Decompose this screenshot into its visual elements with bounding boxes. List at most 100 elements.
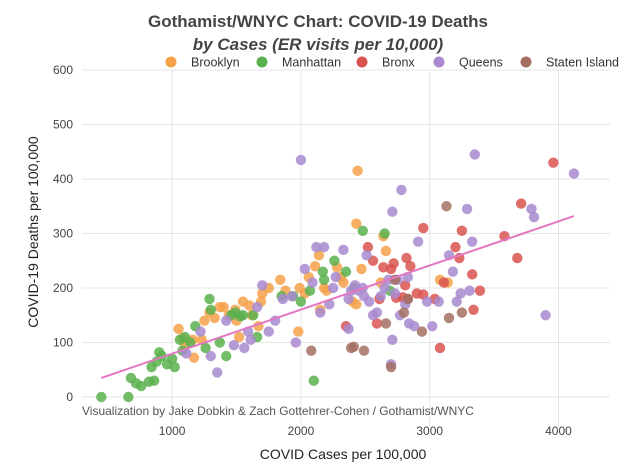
- point-brooklyn: [351, 218, 362, 229]
- point-queens: [447, 266, 459, 277]
- point-bronx: [515, 198, 527, 209]
- point-manhattan: [221, 350, 232, 362]
- y-tick-label: 0: [66, 390, 73, 404]
- legend-item-queens[interactable]: Queens: [433, 56, 503, 70]
- point-bronx: [456, 225, 468, 236]
- point-staten-island: [416, 326, 428, 337]
- legend-label: Brooklyn: [191, 56, 240, 70]
- legend-item-bronx[interactable]: Bronx: [356, 56, 416, 70]
- point-manhattan: [304, 285, 316, 296]
- point-brooklyn: [313, 250, 325, 261]
- point-queens: [311, 241, 322, 253]
- point-manhattan: [205, 304, 216, 315]
- point-queens: [212, 367, 223, 378]
- point-bronx: [438, 277, 450, 288]
- point-queens: [379, 282, 390, 294]
- point-brooklyn: [380, 245, 392, 257]
- series-staten-island: [306, 201, 468, 373]
- point-brooklyn: [218, 301, 229, 313]
- point-manhattan: [340, 266, 352, 277]
- point-bronx: [405, 261, 416, 272]
- point-queens: [427, 320, 438, 332]
- point-queens: [568, 168, 580, 179]
- x-axis-title: COVID Cases per 100,000: [260, 446, 427, 462]
- legend-marker: [165, 56, 177, 68]
- point-manhattan: [308, 375, 320, 386]
- point-queens: [205, 350, 216, 362]
- grid-lines: [82, 69, 610, 427]
- y-axis-title: COVID-19 Deaths per 100,000: [25, 136, 41, 328]
- point-manhattan: [329, 255, 340, 266]
- point-bronx: [474, 285, 486, 296]
- x-tick-label: 2000: [288, 424, 315, 438]
- point-queens: [307, 277, 318, 288]
- point-brooklyn: [188, 352, 200, 363]
- point-brooklyn: [309, 261, 321, 272]
- point-queens: [228, 340, 240, 351]
- trendline: [100, 215, 575, 379]
- point-queens: [464, 285, 475, 296]
- point-bronx: [378, 262, 389, 273]
- x-tick-label: 4000: [545, 424, 572, 438]
- point-manhattan: [166, 353, 178, 365]
- point-manhattan: [169, 361, 180, 373]
- point-bronx: [548, 157, 559, 168]
- legend-item-manhattan[interactable]: Manhattan: [256, 56, 342, 70]
- point-queens: [461, 203, 473, 215]
- point-manhattan: [317, 266, 329, 277]
- point-manhattan: [96, 391, 107, 403]
- point-queens: [528, 211, 540, 223]
- point-bronx: [400, 280, 411, 291]
- point-manhattan: [295, 296, 307, 307]
- legend-item-brooklyn[interactable]: Brooklyn: [165, 56, 240, 70]
- point-brooklyn: [275, 274, 286, 286]
- chart-title: Gothamist/WNYC Chart: COVID-19 Deaths: [148, 12, 488, 31]
- legend[interactable]: Brooklyn Manhattan Bronx Queens Staten Islan…: [165, 56, 620, 70]
- point-queens: [433, 296, 444, 307]
- point-brooklyn: [244, 300, 255, 311]
- point-queens: [540, 310, 551, 321]
- point-manhattan: [204, 293, 215, 305]
- point-manhattan: [379, 228, 390, 239]
- tick-labels: 0 100 200 300 400 500 600 1000 2000 3000 4000: [53, 63, 572, 438]
- point-bronx: [468, 304, 479, 315]
- series-queens: [181, 149, 580, 378]
- point-queens: [343, 323, 354, 335]
- point-brooklyn: [338, 277, 349, 288]
- point-staten-island: [402, 293, 414, 305]
- point-manhattan: [123, 391, 134, 403]
- point-queens: [467, 236, 478, 247]
- point-brooklyn: [209, 312, 220, 324]
- point-queens: [387, 334, 398, 345]
- point-queens: [375, 290, 386, 302]
- point-brooklyn: [173, 323, 184, 335]
- y-tick-label: 600: [53, 63, 73, 77]
- point-queens: [330, 271, 341, 283]
- point-brooklyn: [233, 331, 245, 343]
- point-queens: [245, 334, 256, 345]
- point-queens: [469, 149, 480, 160]
- point-queens: [389, 288, 401, 299]
- point-staten-island: [306, 345, 317, 356]
- point-queens: [195, 326, 206, 337]
- point-manhattan: [357, 225, 368, 236]
- point-queens: [299, 263, 310, 275]
- point-queens: [343, 293, 354, 305]
- point-staten-island: [443, 312, 455, 324]
- x-tick-label: 1000: [159, 424, 186, 438]
- point-queens: [290, 337, 301, 348]
- legend-item-staten-island[interactable]: Staten Island: [520, 56, 620, 70]
- point-queens: [361, 250, 372, 261]
- point-queens: [318, 241, 330, 253]
- point-queens: [277, 293, 289, 305]
- legend-marker: [256, 56, 268, 68]
- point-queens: [286, 290, 298, 302]
- point-queens: [221, 315, 232, 326]
- point-bronx: [401, 252, 412, 264]
- point-bronx: [512, 252, 523, 264]
- point-queens: [409, 320, 420, 332]
- point-brooklyn: [356, 263, 367, 275]
- point-manhattan: [237, 310, 249, 321]
- point-manhattan: [136, 380, 147, 392]
